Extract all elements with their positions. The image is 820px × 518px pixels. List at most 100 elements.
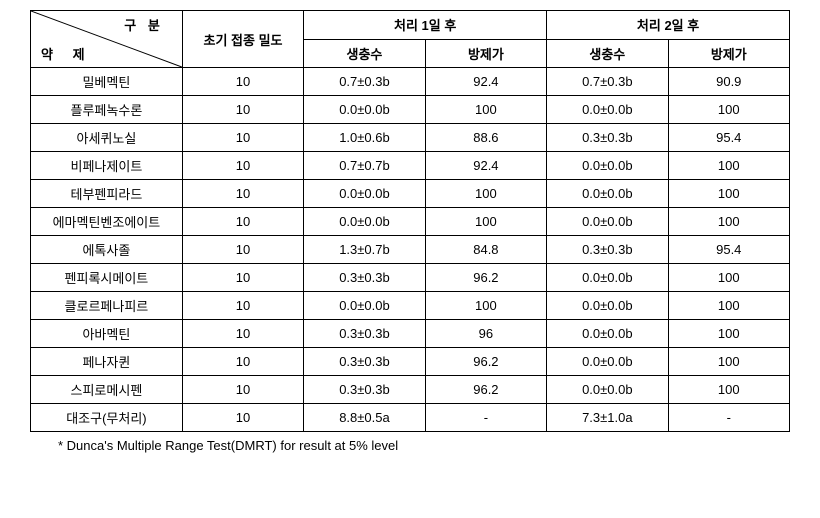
cell-day2-count: 0.3±0.3b bbox=[547, 124, 668, 152]
cell-day2-count: 0.0±0.0b bbox=[547, 348, 668, 376]
cell-density: 10 bbox=[182, 292, 303, 320]
cell-density: 10 bbox=[182, 376, 303, 404]
cell-density: 10 bbox=[182, 152, 303, 180]
cell-day1-count: 0.7±0.7b bbox=[304, 152, 425, 180]
cell-day2-count: 0.0±0.0b bbox=[547, 152, 668, 180]
cell-day1-control: 92.4 bbox=[425, 152, 546, 180]
cell-density: 10 bbox=[182, 404, 303, 432]
data-table: 구 분 약 제 초기 접종 밀도 처리 1일 후 처리 2일 후 생충수 방제가… bbox=[30, 10, 790, 432]
table-row: 비페나제이트100.7±0.7b92.40.0±0.0b100 bbox=[31, 152, 790, 180]
cell-density: 10 bbox=[182, 208, 303, 236]
header-day2-control: 방제가 bbox=[668, 39, 789, 68]
cell-day1-count: 0.3±0.3b bbox=[304, 348, 425, 376]
header-day1-count: 생충수 bbox=[304, 39, 425, 68]
cell-day1-count: 0.0±0.0b bbox=[304, 180, 425, 208]
cell-day2-control: 100 bbox=[668, 292, 789, 320]
cell-agent-name: 페나자퀸 bbox=[31, 348, 183, 376]
cell-agent-name: 에톡사졸 bbox=[31, 236, 183, 264]
cell-day2-control: 100 bbox=[668, 320, 789, 348]
cell-day2-count: 0.0±0.0b bbox=[547, 292, 668, 320]
cell-day1-control: 96.2 bbox=[425, 348, 546, 376]
cell-day2-control: 100 bbox=[668, 96, 789, 124]
cell-density: 10 bbox=[182, 68, 303, 96]
cell-density: 10 bbox=[182, 320, 303, 348]
table-row: 에마멕틴벤조에이트100.0±0.0b1000.0±0.0b100 bbox=[31, 208, 790, 236]
table-row: 페나자퀸100.3±0.3b96.20.0±0.0b100 bbox=[31, 348, 790, 376]
cell-day1-control: 96.2 bbox=[425, 264, 546, 292]
cell-density: 10 bbox=[182, 236, 303, 264]
cell-day2-control: - bbox=[668, 404, 789, 432]
cell-agent-name: 에마멕틴벤조에이트 bbox=[31, 208, 183, 236]
header-category-label: 구 분 bbox=[124, 15, 164, 34]
cell-day1-control: 84.8 bbox=[425, 236, 546, 264]
table-row: 테부펜피라드100.0±0.0b1000.0±0.0b100 bbox=[31, 180, 790, 208]
table-row: 밀베멕틴100.7±0.3b92.40.7±0.3b90.9 bbox=[31, 68, 790, 96]
cell-agent-name: 스피로메시펜 bbox=[31, 376, 183, 404]
cell-day2-control: 95.4 bbox=[668, 124, 789, 152]
cell-day2-count: 0.7±0.3b bbox=[547, 68, 668, 96]
cell-agent-name: 펜피록시메이트 bbox=[31, 264, 183, 292]
cell-agent-name: 대조구(무처리) bbox=[31, 404, 183, 432]
cell-day2-control: 100 bbox=[668, 152, 789, 180]
cell-day1-control: 100 bbox=[425, 292, 546, 320]
table-row: 스피로메시펜100.3±0.3b96.20.0±0.0b100 bbox=[31, 376, 790, 404]
cell-density: 10 bbox=[182, 348, 303, 376]
cell-day1-control: 96.2 bbox=[425, 376, 546, 404]
cell-day2-control: 100 bbox=[668, 376, 789, 404]
cell-day2-count: 0.0±0.0b bbox=[547, 96, 668, 124]
cell-day2-count: 0.0±0.0b bbox=[547, 208, 668, 236]
cell-day2-control: 95.4 bbox=[668, 236, 789, 264]
table-row: 클로르페나피르100.0±0.0b1000.0±0.0b100 bbox=[31, 292, 790, 320]
cell-day1-count: 1.0±0.6b bbox=[304, 124, 425, 152]
cell-agent-name: 클로르페나피르 bbox=[31, 292, 183, 320]
header-density: 초기 접종 밀도 bbox=[182, 11, 303, 68]
cell-day1-count: 0.0±0.0b bbox=[304, 292, 425, 320]
table-row: 아바멕틴100.3±0.3b960.0±0.0b100 bbox=[31, 320, 790, 348]
cell-agent-name: 비페나제이트 bbox=[31, 152, 183, 180]
cell-day1-count: 0.7±0.3b bbox=[304, 68, 425, 96]
cell-density: 10 bbox=[182, 124, 303, 152]
cell-day2-control: 100 bbox=[668, 264, 789, 292]
cell-day1-control: 88.6 bbox=[425, 124, 546, 152]
cell-day1-count: 8.8±0.5a bbox=[304, 404, 425, 432]
cell-day1-count: 0.0±0.0b bbox=[304, 208, 425, 236]
header-day2: 처리 2일 후 bbox=[547, 11, 790, 40]
header-agent-label: 약 제 bbox=[41, 44, 93, 63]
cell-day1-control: 92.4 bbox=[425, 68, 546, 96]
table-body: 밀베멕틴100.7±0.3b92.40.7±0.3b90.9플루페녹수론100.… bbox=[31, 68, 790, 432]
cell-day2-count: 0.0±0.0b bbox=[547, 320, 668, 348]
cell-day1-control: 100 bbox=[425, 208, 546, 236]
cell-agent-name: 플루페녹수론 bbox=[31, 96, 183, 124]
cell-day2-count: 7.3±1.0a bbox=[547, 404, 668, 432]
cell-agent-name: 아세퀴노실 bbox=[31, 124, 183, 152]
header-day1: 처리 1일 후 bbox=[304, 11, 547, 40]
table-row: 펜피록시메이트100.3±0.3b96.20.0±0.0b100 bbox=[31, 264, 790, 292]
cell-day1-count: 0.3±0.3b bbox=[304, 320, 425, 348]
cell-day2-control: 100 bbox=[668, 180, 789, 208]
cell-day1-count: 0.3±0.3b bbox=[304, 376, 425, 404]
cell-day2-control: 100 bbox=[668, 348, 789, 376]
table-row: 아세퀴노실101.0±0.6b88.60.3±0.3b95.4 bbox=[31, 124, 790, 152]
cell-agent-name: 테부펜피라드 bbox=[31, 180, 183, 208]
cell-day1-control: - bbox=[425, 404, 546, 432]
cell-day1-control: 96 bbox=[425, 320, 546, 348]
cell-agent-name: 아바멕틴 bbox=[31, 320, 183, 348]
cell-day2-control: 100 bbox=[668, 208, 789, 236]
cell-density: 10 bbox=[182, 180, 303, 208]
cell-day2-count: 0.0±0.0b bbox=[547, 264, 668, 292]
cell-day1-count: 0.3±0.3b bbox=[304, 264, 425, 292]
cell-day2-count: 0.0±0.0b bbox=[547, 376, 668, 404]
cell-day1-control: 100 bbox=[425, 96, 546, 124]
cell-day1-count: 1.3±0.7b bbox=[304, 236, 425, 264]
cell-day2-control: 90.9 bbox=[668, 68, 789, 96]
cell-day2-count: 0.0±0.0b bbox=[547, 180, 668, 208]
header-day1-control: 방제가 bbox=[425, 39, 546, 68]
table-row: 플루페녹수론100.0±0.0b1000.0±0.0b100 bbox=[31, 96, 790, 124]
cell-density: 10 bbox=[182, 264, 303, 292]
header-diagonal-cell: 구 분 약 제 bbox=[31, 11, 183, 68]
table-row: 대조구(무처리)108.8±0.5a-7.3±1.0a- bbox=[31, 404, 790, 432]
cell-day2-count: 0.3±0.3b bbox=[547, 236, 668, 264]
header-day2-count: 생충수 bbox=[547, 39, 668, 68]
cell-density: 10 bbox=[182, 96, 303, 124]
footnote: * Dunca's Multiple Range Test(DMRT) for … bbox=[58, 438, 810, 453]
